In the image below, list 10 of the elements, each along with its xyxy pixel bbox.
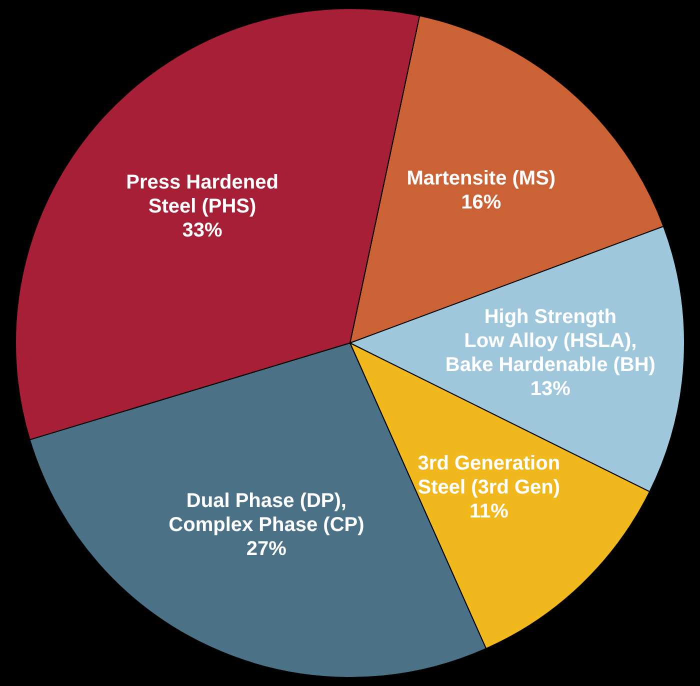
slice-label: Dual Phase (DP), Complex Phase (CP)	[168, 490, 364, 536]
slice-label: High Strength Low Alloy (HSLA), Bake Hardenable (BH)	[445, 306, 656, 376]
slice-label: 3rd Generation Steel (3rd Gen)	[418, 452, 560, 498]
data-label: 11%	[469, 500, 509, 522]
data-label: 13%	[530, 378, 571, 400]
slice-label: Press Hardened Steel (PHS)	[126, 172, 278, 218]
data-label: 33%	[182, 220, 222, 242]
slice-label: Martensite (MS)	[406, 168, 556, 190]
data-label: 16%	[461, 192, 502, 214]
data-label: 27%	[246, 538, 287, 560]
